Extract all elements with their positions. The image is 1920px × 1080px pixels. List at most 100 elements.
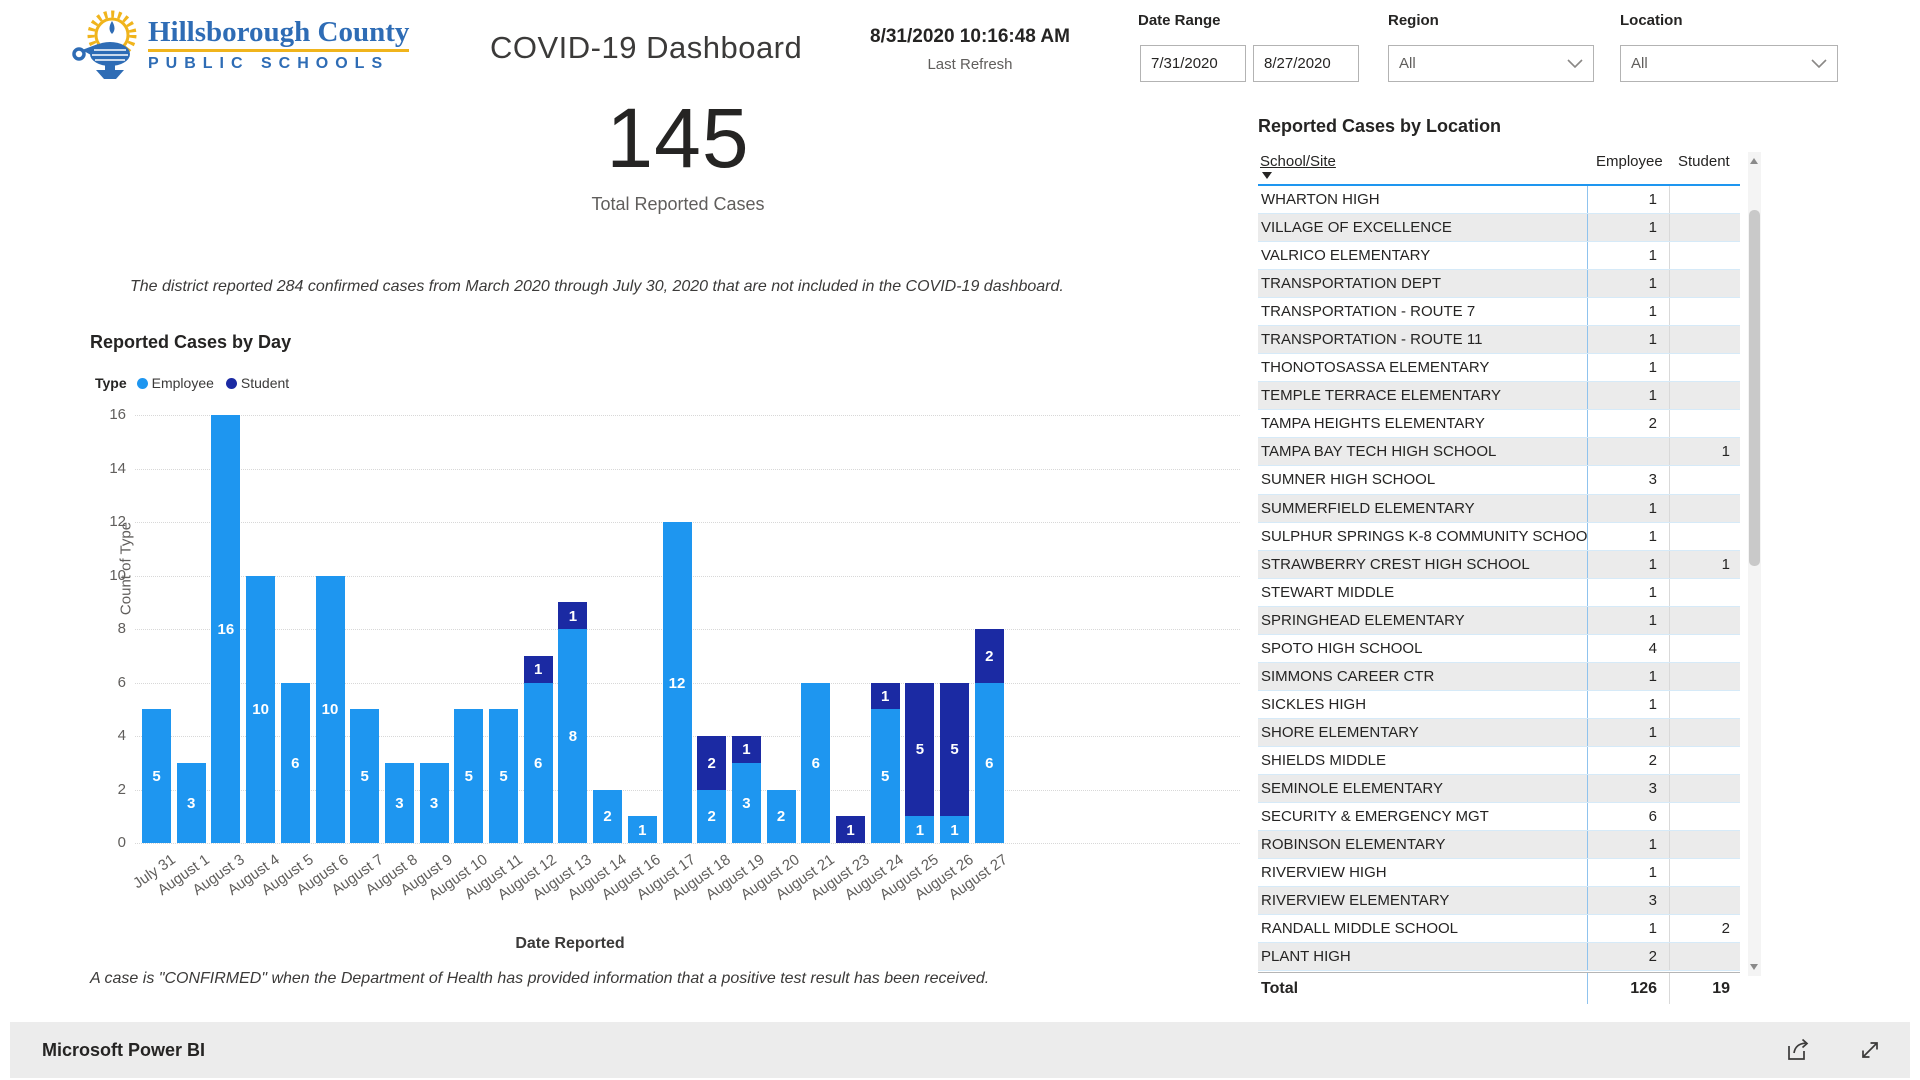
table-row[interactable]: SHORE ELEMENTARY 1 <box>1258 718 1740 747</box>
bar-segment-student[interactable] <box>940 682 970 817</box>
table-row[interactable]: SICKLES HIGH 1 <box>1258 690 1740 719</box>
scroll-up-icon[interactable] <box>1750 158 1758 164</box>
lamp-sunburst-icon <box>72 10 137 79</box>
table-row[interactable]: RIVERVIEW ELEMENTARY 3 <box>1258 887 1740 916</box>
table-total-row: Total 126 19 <box>1258 972 1740 1004</box>
bar-segment-employee[interactable] <box>489 709 518 843</box>
bar-segment-employee[interactable] <box>142 709 171 843</box>
table-row[interactable]: RANDALL MIDDLE SCHOOL 1 2 <box>1258 915 1740 944</box>
scroll-thumb[interactable] <box>1749 210 1760 566</box>
col-header-employee[interactable]: Employee <box>1596 153 1663 170</box>
table-row[interactable]: SUMMERFIELD ELEMENTARY 1 <box>1258 494 1740 523</box>
bar-segment-student[interactable] <box>697 736 727 790</box>
bar-segment-student[interactable] <box>905 682 935 817</box>
table-row[interactable]: SECURITY & EMERGENCY MGT 6 <box>1258 803 1740 832</box>
bar-segment-student[interactable] <box>523 655 553 683</box>
bar-segment-employee[interactable] <box>801 682 831 843</box>
bar-segment-student[interactable] <box>974 629 1004 683</box>
location-dropdown[interactable]: All <box>1620 45 1838 82</box>
bar-segment-employee[interactable] <box>593 789 623 843</box>
y-tick-label: 8 <box>117 620 126 637</box>
share-icon[interactable] <box>1786 1038 1812 1062</box>
table-row[interactable]: TAMPA BAY TECH HIGH SCHOOL 1 <box>1258 438 1740 467</box>
table-row[interactable]: TRANSPORTATION - ROUTE 11 1 <box>1258 326 1740 355</box>
table-row[interactable]: TRANSPORTATION DEPT 1 <box>1258 270 1740 299</box>
table-row[interactable]: SPOTO HIGH SCHOOL 4 <box>1258 634 1740 663</box>
table-row[interactable]: TAMPA HEIGHTS ELEMENTARY 2 <box>1258 410 1740 439</box>
bar-segment-employee[interactable] <box>350 709 380 843</box>
confirmed-footnote: A case is "CONFIRMED" when the Departmen… <box>90 970 990 987</box>
cell-school-site: SEMINOLE ELEMENTARY <box>1258 774 1588 803</box>
bar-segment-employee[interactable] <box>384 762 414 843</box>
bar-segment-employee[interactable] <box>870 709 900 843</box>
col-header-student[interactable]: Student <box>1678 153 1730 170</box>
bar-segment-employee[interactable] <box>419 762 449 843</box>
table-row[interactable]: PLANT HIGH 2 <box>1258 943 1740 972</box>
bar-segment-student[interactable] <box>870 682 900 710</box>
bar-segment-employee[interactable] <box>974 682 1004 843</box>
col-header-school-site[interactable]: School/Site <box>1260 153 1336 170</box>
bar-segment-employee[interactable] <box>176 762 206 843</box>
bar-segment-student[interactable] <box>731 736 761 763</box>
legend-item-employee[interactable]: Employee <box>136 375 214 391</box>
table-row[interactable]: STRAWBERRY CREST HIGH SCHOOL 1 1 <box>1258 550 1740 579</box>
table-row[interactable]: WHARTON HIGH 1 <box>1258 186 1740 215</box>
bar-segment-employee[interactable] <box>558 629 588 843</box>
cell-employee: 4 <box>1588 634 1670 662</box>
cell-employee: 6 <box>1588 803 1670 831</box>
table-row[interactable]: RIVERVIEW HIGH 1 <box>1258 859 1740 888</box>
table-row[interactable]: ROBINSON ELEMENTARY 1 <box>1258 831 1740 860</box>
bar-segment-employee[interactable] <box>280 682 310 843</box>
cell-school-site: TAMPA HEIGHTS ELEMENTARY <box>1258 410 1588 438</box>
district-note: The district reported 284 confirmed case… <box>130 278 1064 295</box>
bar-segment-employee[interactable] <box>454 709 484 843</box>
bar-segment-employee[interactable] <box>211 415 241 843</box>
table-row[interactable]: SEMINOLE ELEMENTARY 3 <box>1258 774 1740 804</box>
table-row[interactable]: VILLAGE OF EXCELLENCE 1 <box>1258 214 1740 243</box>
bar-segment-employee[interactable] <box>905 816 935 843</box>
table-row[interactable]: TEMPLE TERRACE ELEMENTARY 1 <box>1258 382 1740 411</box>
cell-employee: 1 <box>1588 298 1670 326</box>
fullscreen-icon[interactable] <box>1858 1038 1882 1062</box>
bar-value-label: 5 <box>950 741 959 759</box>
table-row[interactable]: SHIELDS MIDDLE 2 <box>1258 746 1740 775</box>
table-row[interactable]: VALRICO ELEMENTARY 1 <box>1258 242 1740 271</box>
y-tick-label: 12 <box>109 513 126 530</box>
bar-segment-employee[interactable] <box>246 575 276 843</box>
bar-segment-employee[interactable] <box>697 789 727 843</box>
bar-segment-student[interactable] <box>836 816 865 843</box>
date-start-input[interactable]: 7/31/2020 <box>1140 45 1246 82</box>
table-row[interactable]: SULPHUR SPRINGS K-8 COMMUNITY SCHOOL 1 <box>1258 522 1740 551</box>
cell-school-site: SHIELDS MIDDLE <box>1258 746 1588 774</box>
cell-school-site: VALRICO ELEMENTARY <box>1258 242 1588 270</box>
table-scrollbar[interactable] <box>1748 152 1761 976</box>
region-dropdown[interactable]: All <box>1388 45 1594 82</box>
scroll-down-icon[interactable] <box>1750 964 1758 970</box>
bar-segment-employee[interactable] <box>662 522 692 843</box>
legend-item-student[interactable]: Student <box>225 375 289 391</box>
bar-segment-employee[interactable] <box>731 762 761 843</box>
cell-employee <box>1588 438 1670 466</box>
bar-segment-employee[interactable] <box>523 682 553 843</box>
cell-student <box>1670 410 1736 437</box>
bar-segment-student[interactable] <box>558 602 588 629</box>
bar-segment-employee[interactable] <box>766 789 796 843</box>
table-row[interactable]: STEWART MIDDLE 1 <box>1258 578 1740 607</box>
cell-school-site: TRANSPORTATION - ROUTE 11 <box>1258 326 1588 354</box>
cell-school-site: SPOTO HIGH SCHOOL <box>1258 634 1588 662</box>
table-row[interactable]: THONOTOSASSA ELEMENTARY 1 <box>1258 354 1740 383</box>
location-value: All <box>1631 55 1648 72</box>
bar-segment-employee[interactable] <box>315 575 345 843</box>
bar-segment-employee[interactable] <box>627 816 657 843</box>
table-row[interactable]: SIMMONS CAREER CTR 1 <box>1258 662 1740 691</box>
cell-school-site: SHORE ELEMENTARY <box>1258 718 1588 746</box>
table-row[interactable]: SUMNER HIGH SCHOOL 3 <box>1258 466 1740 495</box>
bar-segment-employee[interactable] <box>940 816 970 843</box>
cell-school-site: WHARTON HIGH <box>1258 186 1588 214</box>
date-end-input[interactable]: 8/27/2020 <box>1253 45 1359 82</box>
bar-value-label: 1 <box>534 661 543 679</box>
logo-line1: Hillsborough County <box>148 17 410 52</box>
table-row[interactable]: SPRINGHEAD ELEMENTARY 1 <box>1258 606 1740 635</box>
x-axis-title: Date Reported <box>515 935 625 952</box>
